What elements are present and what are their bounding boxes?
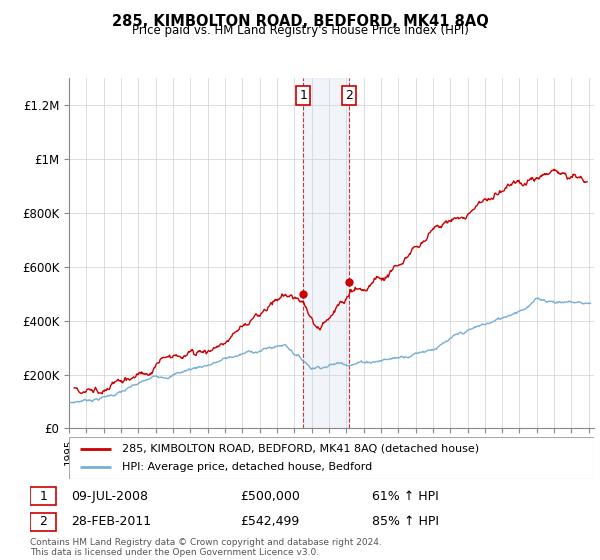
Text: Price paid vs. HM Land Registry's House Price Index (HPI): Price paid vs. HM Land Registry's House … xyxy=(131,24,469,37)
Bar xyxy=(303,78,349,428)
FancyBboxPatch shape xyxy=(30,512,56,531)
Text: 285, KIMBOLTON ROAD, BEDFORD, MK41 8AQ (detached house): 285, KIMBOLTON ROAD, BEDFORD, MK41 8AQ (… xyxy=(121,444,479,454)
Text: 85% ↑ HPI: 85% ↑ HPI xyxy=(372,515,439,528)
Text: 09-JUL-2008: 09-JUL-2008 xyxy=(71,489,148,502)
Text: 285, KIMBOLTON ROAD, BEDFORD, MK41 8AQ: 285, KIMBOLTON ROAD, BEDFORD, MK41 8AQ xyxy=(112,14,488,29)
Text: 1: 1 xyxy=(299,89,307,102)
Text: 2: 2 xyxy=(345,89,353,102)
Text: £542,499: £542,499 xyxy=(240,515,299,528)
Text: HPI: Average price, detached house, Bedford: HPI: Average price, detached house, Bedf… xyxy=(121,462,372,472)
Text: 2: 2 xyxy=(40,515,47,528)
Text: Contains HM Land Registry data © Crown copyright and database right 2024.
This d: Contains HM Land Registry data © Crown c… xyxy=(30,538,382,557)
Text: 1: 1 xyxy=(40,489,47,502)
FancyBboxPatch shape xyxy=(30,487,56,505)
Text: 61% ↑ HPI: 61% ↑ HPI xyxy=(372,489,439,502)
Text: 28-FEB-2011: 28-FEB-2011 xyxy=(71,515,152,528)
Text: £500,000: £500,000 xyxy=(240,489,299,502)
